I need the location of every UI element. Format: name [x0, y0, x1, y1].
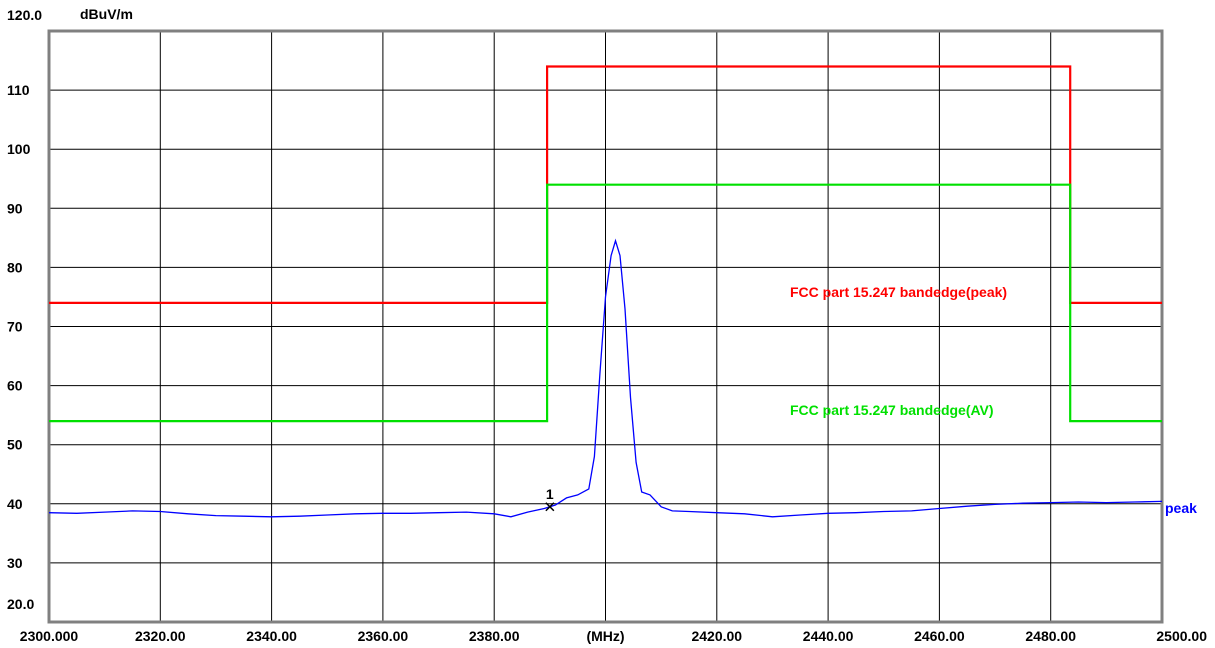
y-tick-label: 30 [7, 555, 23, 571]
marker-label: 1 [546, 486, 554, 502]
x-tick-label: 2320.00 [135, 628, 186, 644]
series-line-0 [49, 65, 1162, 304]
grid [49, 31, 1162, 622]
x-tick-label: 2440.00 [803, 628, 854, 644]
y-axis-unit-label: dBuV/m [80, 6, 133, 22]
y-tick-label: 120.0 [7, 7, 42, 23]
y-tick-label: 40 [7, 496, 23, 512]
y-tick-label: 20.0 [7, 596, 34, 612]
plot-frame [47, 29, 1164, 624]
marker-symbol [545, 502, 555, 512]
series-label-1: FCC part 15.247 bandedge(AV) [790, 402, 994, 418]
x-tick-label: 2480.00 [1025, 628, 1076, 644]
series-label-2: peak [1165, 500, 1197, 516]
x-tick-label: 2420.00 [691, 628, 742, 644]
series-line-1 [49, 183, 1162, 423]
x-tick-label: 2500.00 [1156, 628, 1207, 644]
x-tick-label: 2360.00 [358, 628, 409, 644]
y-tick-label: 90 [7, 200, 23, 216]
series-label-0: FCC part 15.247 bandedge(peak) [790, 284, 1007, 300]
y-tick-label: 50 [7, 437, 23, 453]
marker-layer: 1 [545, 486, 555, 512]
y-tick-label: 70 [7, 319, 23, 335]
x-tick-label: 2340.00 [246, 628, 297, 644]
x-tick-label: 2300.000 [20, 628, 79, 644]
y-tick-label: 100 [7, 141, 31, 157]
label-layer: FCC part 15.247 bandedge(peak) FCC part 1… [790, 284, 1197, 516]
y-tick-label: 80 [7, 259, 23, 275]
x-tick-label: 2460.00 [914, 628, 965, 644]
x-tick-label: (MHz) [586, 628, 624, 644]
tick-labels: 120.0 110 100 90 80 70 60 50 40 30 20.0 2300.000 232… [7, 7, 1207, 644]
y-tick-label: 60 [7, 378, 23, 394]
series-line-2 [48, 238, 1163, 518]
series-layer [48, 65, 1163, 518]
x-tick-label: 2380.00 [469, 628, 520, 644]
y-tick-label: 110 [7, 82, 30, 98]
